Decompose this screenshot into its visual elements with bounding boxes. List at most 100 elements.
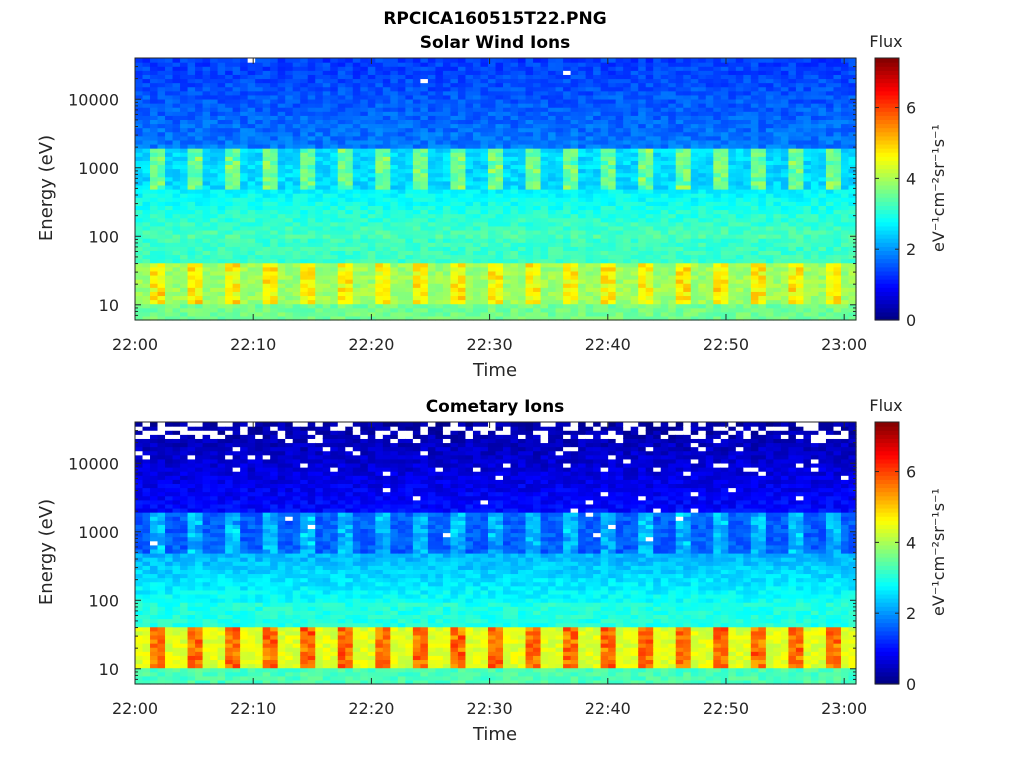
heat-cell <box>420 193 429 198</box>
heat-cell <box>277 201 286 206</box>
heat-cell <box>713 135 722 141</box>
heat-cell <box>352 209 361 215</box>
heat-cell <box>360 287 369 292</box>
heat-cell <box>187 258 196 264</box>
heat-cell <box>405 176 414 182</box>
heat-cell <box>472 119 482 125</box>
heat-cell <box>307 307 316 313</box>
heat-cell <box>255 176 264 182</box>
heat-cell <box>337 266 346 272</box>
heat-cell <box>668 221 677 227</box>
heat-cell <box>563 303 572 309</box>
heat-cell <box>420 283 429 288</box>
heat-cell <box>653 250 662 256</box>
heat-cell <box>668 172 677 178</box>
heat-cell <box>427 225 437 231</box>
heat-cell <box>187 176 196 182</box>
heat-cell <box>593 172 602 178</box>
heat-cell <box>472 307 482 313</box>
heat-cell <box>480 90 489 96</box>
heat-cell <box>397 217 406 223</box>
heat-cell <box>442 131 452 137</box>
heat-cell <box>518 213 527 219</box>
heat-cell <box>698 274 707 280</box>
heat-cell <box>285 266 294 272</box>
heat-cell <box>165 176 174 182</box>
heat-cell <box>420 148 429 153</box>
heat-cell <box>638 107 647 112</box>
heat-cell <box>533 176 542 182</box>
heat-cell <box>322 70 331 75</box>
heat-cell <box>600 90 609 96</box>
heat-cell <box>255 303 264 309</box>
heat-cell <box>217 156 226 161</box>
heat-cell <box>563 156 572 161</box>
heat-cell <box>450 131 459 137</box>
heat-cell <box>660 62 669 67</box>
heat-cell <box>442 176 452 182</box>
heat-cell <box>277 103 286 108</box>
heat-cell <box>135 139 144 145</box>
heat-cell <box>285 160 294 166</box>
heat-cell <box>608 266 617 272</box>
heat-cell <box>638 90 647 96</box>
heat-cell <box>465 287 474 292</box>
heat-cell <box>405 221 414 227</box>
heat-cell <box>367 82 376 88</box>
heat-cell <box>690 315 699 321</box>
heat-cell <box>135 246 144 251</box>
heat-cell <box>202 217 211 223</box>
heat-cell <box>540 74 549 80</box>
heat-cell <box>172 127 181 133</box>
heat-cell <box>555 246 564 251</box>
heat-cell <box>322 156 331 161</box>
heat-cell <box>533 189 542 194</box>
heat-cell <box>705 246 714 251</box>
heat-cell <box>262 119 271 125</box>
heat-cell <box>292 115 301 120</box>
heat-cell <box>615 291 624 297</box>
heat-cell <box>367 213 376 219</box>
heat-cell <box>172 242 181 247</box>
heat-cell <box>593 266 602 272</box>
heat-cell <box>600 315 609 321</box>
heat-cell <box>210 311 219 317</box>
heat-cell <box>360 123 369 129</box>
heat-cell <box>345 201 354 206</box>
heat-cell <box>157 176 166 182</box>
heat-cell <box>247 205 256 211</box>
heat-cell <box>600 287 609 292</box>
heat-cell <box>457 299 467 305</box>
heat-cell <box>352 234 361 239</box>
heat-cell <box>412 229 421 235</box>
heat-cell <box>585 307 594 313</box>
heat-cell <box>367 111 376 116</box>
heat-cell <box>337 205 346 211</box>
heat-cell <box>698 66 707 71</box>
heat-cell <box>645 90 654 96</box>
heat-cell <box>465 184 474 190</box>
heat-cell <box>292 279 301 284</box>
heat-cell <box>705 152 714 157</box>
heat-cell <box>465 66 474 71</box>
heat-cell <box>480 197 489 202</box>
heat-cell <box>345 246 354 251</box>
heat-cell <box>487 254 497 260</box>
heat-cell <box>367 160 376 166</box>
heat-cell <box>322 98 331 104</box>
heat-cell <box>518 291 527 297</box>
heat-cell <box>225 189 234 194</box>
heat-cell <box>397 299 406 305</box>
heat-cell <box>322 283 331 288</box>
heat-cell <box>690 164 699 170</box>
heat-cell <box>435 103 444 108</box>
heat-cell <box>375 283 384 288</box>
heat-cell <box>277 279 286 284</box>
heat-cell <box>427 164 437 170</box>
heat-cell <box>150 197 159 202</box>
heat-cell <box>465 98 474 104</box>
heat-cell <box>397 86 406 92</box>
heat-cell <box>150 131 159 137</box>
heat-cell <box>277 221 286 227</box>
heat-cell <box>705 262 714 268</box>
